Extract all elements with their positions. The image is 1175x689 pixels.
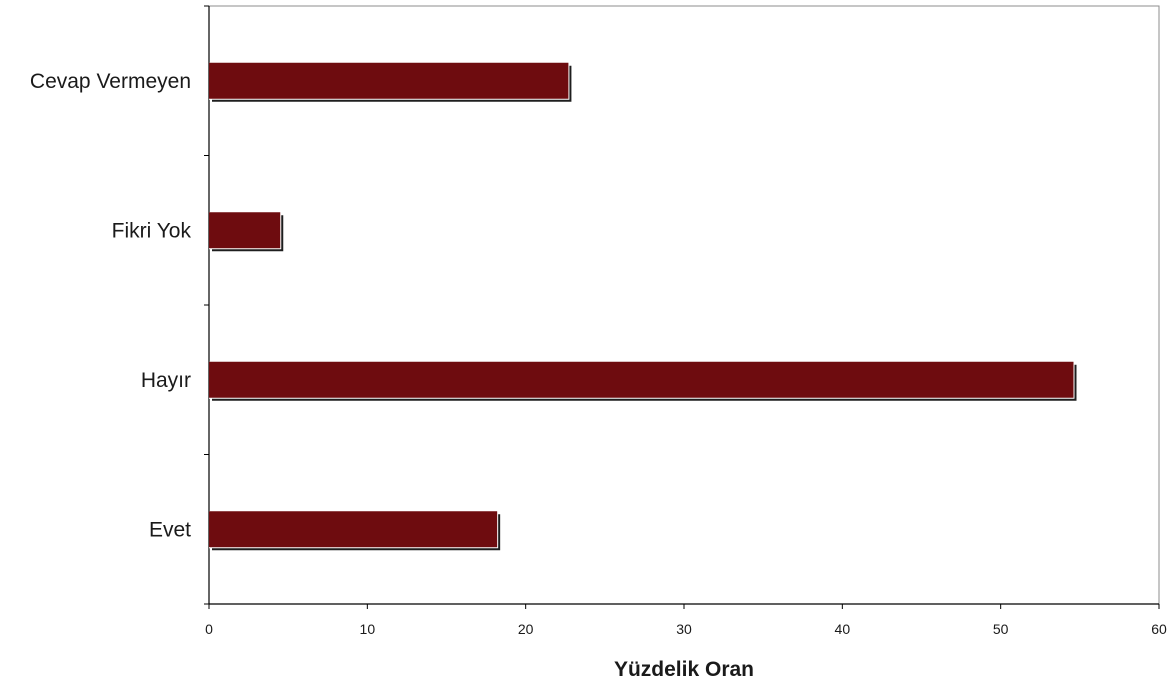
x-tick-label: 40: [835, 621, 851, 637]
category-label: Hayır: [141, 369, 191, 392]
x-tick-label: 60: [1151, 621, 1167, 637]
bar: [209, 212, 281, 249]
x-tick-label: 0: [205, 621, 213, 637]
x-tick-label: 20: [518, 621, 534, 637]
bar: [209, 62, 569, 99]
x-tick-label: 50: [993, 621, 1009, 637]
category-label: Cevap Vermeyen: [30, 70, 191, 93]
category-label: Fikri Yok: [112, 219, 192, 242]
bar: [209, 361, 1074, 398]
category-label: Evet: [149, 518, 191, 541]
x-tick-label: 30: [676, 621, 692, 637]
x-tick-label: 10: [360, 621, 376, 637]
x-axis-title: Yüzdelik Oran: [614, 658, 754, 681]
bar: [209, 511, 498, 548]
